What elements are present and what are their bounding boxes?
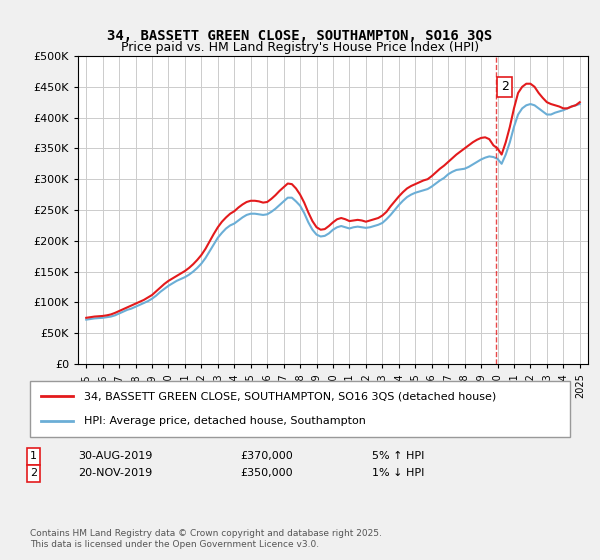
Text: 30-AUG-2019: 30-AUG-2019 [78, 451, 152, 461]
Text: HPI: Average price, detached house, Southampton: HPI: Average price, detached house, Sout… [84, 416, 366, 426]
Text: 20-NOV-2019: 20-NOV-2019 [78, 468, 152, 478]
Text: £370,000: £370,000 [240, 451, 293, 461]
Text: 34, BASSETT GREEN CLOSE, SOUTHAMPTON, SO16 3QS (detached house): 34, BASSETT GREEN CLOSE, SOUTHAMPTON, SO… [84, 391, 496, 402]
Text: 1% ↓ HPI: 1% ↓ HPI [372, 468, 424, 478]
Text: £350,000: £350,000 [240, 468, 293, 478]
FancyBboxPatch shape [30, 381, 570, 437]
Text: 1: 1 [30, 451, 37, 461]
Text: 2: 2 [30, 468, 37, 478]
Text: 2: 2 [501, 80, 509, 94]
Text: 34, BASSETT GREEN CLOSE, SOUTHAMPTON, SO16 3QS: 34, BASSETT GREEN CLOSE, SOUTHAMPTON, SO… [107, 29, 493, 44]
Text: Price paid vs. HM Land Registry's House Price Index (HPI): Price paid vs. HM Land Registry's House … [121, 41, 479, 54]
Text: Contains HM Land Registry data © Crown copyright and database right 2025.
This d: Contains HM Land Registry data © Crown c… [30, 529, 382, 549]
Text: 5% ↑ HPI: 5% ↑ HPI [372, 451, 424, 461]
